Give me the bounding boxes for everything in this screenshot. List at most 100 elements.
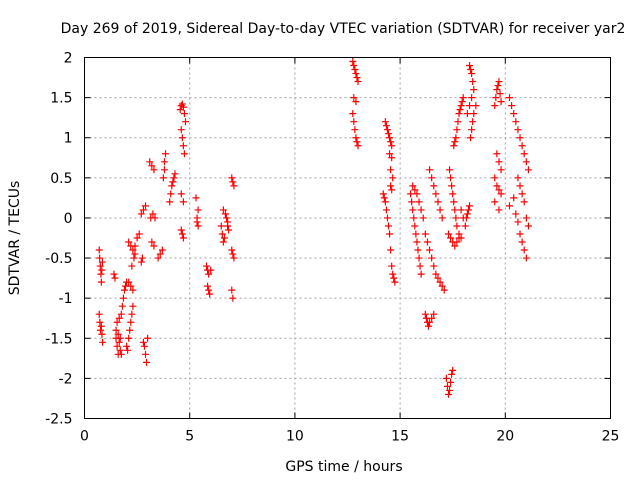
data-point bbox=[516, 134, 524, 142]
data-point bbox=[127, 318, 135, 326]
data-point bbox=[223, 214, 231, 222]
y-tick-label: 0.5 bbox=[50, 171, 72, 187]
data-point bbox=[459, 94, 467, 102]
data-point bbox=[179, 234, 187, 242]
data-point bbox=[494, 82, 502, 90]
data-point bbox=[454, 118, 462, 126]
data-point bbox=[434, 274, 442, 282]
data-point bbox=[381, 118, 389, 126]
data-point bbox=[447, 234, 455, 242]
data-point bbox=[110, 270, 118, 278]
data-point bbox=[467, 66, 475, 74]
data-point bbox=[386, 134, 394, 142]
data-point bbox=[438, 282, 446, 290]
data-point bbox=[518, 142, 526, 150]
data-point bbox=[116, 346, 124, 354]
data-point bbox=[179, 142, 187, 150]
data-point bbox=[95, 310, 103, 318]
data-point bbox=[130, 254, 138, 262]
data-point bbox=[512, 118, 520, 126]
data-point bbox=[144, 334, 152, 342]
data-point bbox=[138, 254, 146, 262]
data-point bbox=[421, 230, 429, 238]
data-point bbox=[129, 246, 137, 254]
data-point bbox=[430, 182, 438, 190]
data-points bbox=[95, 58, 532, 398]
data-point bbox=[451, 242, 459, 250]
data-point bbox=[453, 238, 461, 246]
data-point bbox=[171, 170, 179, 178]
data-point bbox=[139, 206, 147, 214]
data-point bbox=[126, 326, 134, 334]
data-point bbox=[411, 186, 419, 194]
data-point bbox=[151, 214, 159, 222]
data-point bbox=[156, 250, 164, 258]
data-point bbox=[99, 338, 107, 346]
data-point bbox=[455, 110, 463, 118]
data-point bbox=[349, 110, 357, 118]
data-point bbox=[385, 130, 393, 138]
y-tick-labels: -2.5 -2 -1.5 -1 -0.5 0 0.5 1 1.5 2 bbox=[45, 51, 72, 428]
data-point bbox=[493, 86, 501, 94]
data-point bbox=[409, 206, 417, 214]
data-point bbox=[158, 246, 166, 254]
data-point bbox=[96, 326, 104, 334]
data-point bbox=[150, 166, 158, 174]
data-point bbox=[180, 110, 188, 118]
data-point bbox=[194, 206, 202, 214]
data-point bbox=[220, 234, 228, 242]
data-point bbox=[135, 230, 143, 238]
data-point bbox=[468, 94, 476, 102]
data-point bbox=[514, 174, 522, 182]
data-point bbox=[524, 222, 532, 230]
data-point bbox=[127, 282, 135, 290]
data-point bbox=[350, 94, 358, 102]
data-point bbox=[452, 214, 460, 222]
data-point bbox=[413, 238, 421, 246]
data-point bbox=[116, 334, 124, 342]
data-point bbox=[229, 294, 237, 302]
data-point bbox=[415, 254, 423, 262]
data-point bbox=[149, 210, 157, 218]
data-point bbox=[522, 254, 530, 262]
data-point bbox=[512, 210, 520, 218]
data-point bbox=[468, 70, 476, 78]
data-point bbox=[230, 254, 238, 262]
data-point bbox=[493, 150, 501, 158]
data-point bbox=[160, 166, 168, 174]
data-point bbox=[354, 142, 362, 150]
data-point bbox=[428, 314, 436, 322]
data-point bbox=[448, 370, 456, 378]
data-point bbox=[508, 102, 516, 110]
data-point bbox=[142, 350, 150, 358]
data-point bbox=[407, 190, 415, 198]
data-point bbox=[432, 190, 440, 198]
data-point bbox=[464, 206, 472, 214]
data-point bbox=[421, 310, 429, 318]
data-point bbox=[453, 222, 461, 230]
x-tick-label: 10 bbox=[286, 429, 304, 445]
data-point bbox=[229, 178, 237, 186]
data-point bbox=[388, 186, 396, 194]
data-point bbox=[386, 150, 394, 158]
data-point bbox=[495, 206, 503, 214]
data-point bbox=[350, 62, 358, 70]
y-tick-label: 2 bbox=[64, 51, 73, 67]
data-point bbox=[426, 246, 434, 254]
data-point bbox=[120, 286, 128, 294]
data-point bbox=[506, 202, 514, 210]
data-point bbox=[349, 58, 357, 66]
data-point bbox=[113, 342, 121, 350]
data-point bbox=[522, 214, 530, 222]
data-point bbox=[179, 198, 187, 206]
data-point bbox=[469, 118, 477, 126]
data-point bbox=[128, 310, 136, 318]
data-point bbox=[181, 118, 189, 126]
data-point bbox=[118, 302, 126, 310]
data-point bbox=[125, 334, 133, 342]
data-point bbox=[169, 178, 177, 186]
data-point bbox=[491, 102, 499, 110]
data-point bbox=[468, 126, 476, 134]
data-point bbox=[224, 222, 232, 230]
x-tick-label: 0 bbox=[80, 429, 89, 445]
